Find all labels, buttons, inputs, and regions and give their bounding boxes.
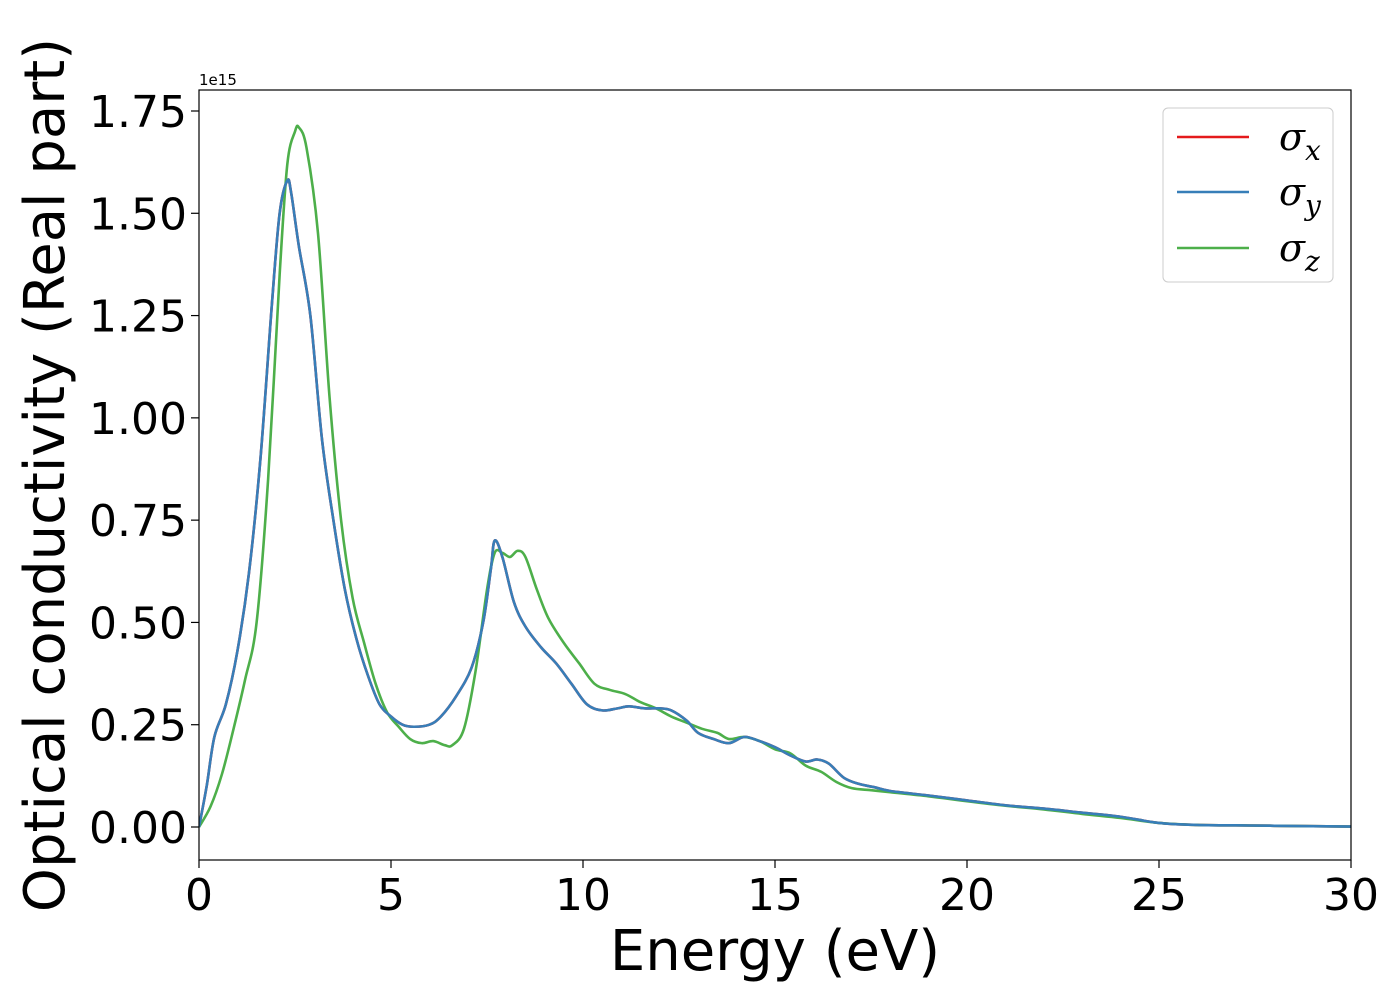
y-tick-label: 1.75: [89, 87, 187, 138]
x-axis: 0 5 10 15 20 25 30: [185, 860, 1379, 921]
legend-box: [1162, 107, 1334, 283]
legend-symbol: σ: [1279, 226, 1306, 270]
legend-label-x: σx: [1279, 115, 1321, 167]
y-tick-label: 1.25: [89, 292, 187, 343]
legend-symbol: σ: [1279, 170, 1306, 214]
series-line-y: [199, 178, 1351, 828]
y-axis: 0.00 0.25 0.50 0.75 1.00 1.25 1.50 1.75: [89, 87, 199, 854]
legend-label-z: σz: [1279, 226, 1320, 278]
legend-subscript: y: [1303, 189, 1322, 222]
legend-symbol: σ: [1279, 115, 1306, 159]
y-offset-label: 1e15: [199, 71, 237, 89]
y-tick-label: 1.50: [89, 189, 187, 240]
y-tick-label: 0.25: [89, 701, 187, 752]
y-axis-label: Optical conductivity (Real part): [13, 38, 78, 912]
series-layer: [199, 124, 1351, 828]
x-tick-label: 20: [939, 870, 995, 921]
legend-label-y: σy: [1279, 170, 1322, 222]
y-tick-label: 0.00: [89, 803, 187, 854]
legend-subscript: z: [1304, 245, 1320, 278]
y-tick-label: 1.00: [89, 394, 187, 445]
y-tick-label: 0.75: [89, 496, 187, 547]
x-tick-label: 0: [185, 870, 213, 921]
x-axis-label: Energy (eV): [610, 919, 940, 984]
y-tick-label: 0.50: [89, 598, 187, 649]
x-tick-label: 10: [555, 870, 611, 921]
x-tick-label: 30: [1323, 870, 1379, 921]
legend-subscript: x: [1305, 134, 1321, 167]
x-tick-label: 15: [747, 870, 803, 921]
x-tick-label: 25: [1131, 870, 1187, 921]
x-tick-label: 5: [377, 870, 405, 921]
series-lines: [199, 124, 1351, 828]
